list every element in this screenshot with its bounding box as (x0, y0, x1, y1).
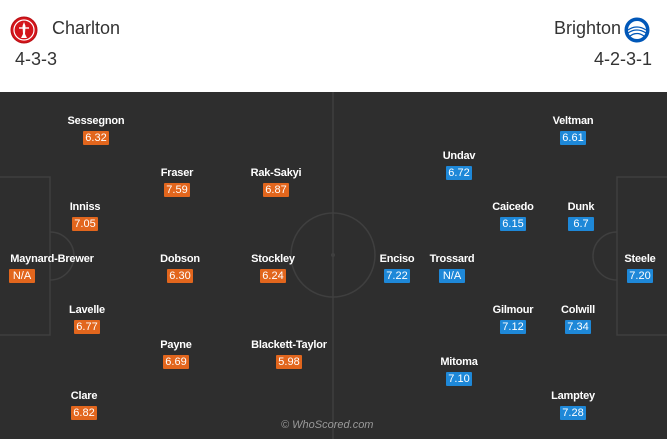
player-rating: 6.87 (263, 183, 289, 197)
player-rating: 6.32 (83, 131, 109, 145)
player-rating: 7.59 (164, 183, 190, 197)
player-card[interactable]: Clare 6.82 (39, 389, 129, 421)
player-name: Clare (70, 390, 98, 402)
player-name: Maynard-Brewer (10, 253, 94, 265)
player-name: Stockley (251, 253, 295, 265)
player-rating: 6.61 (560, 131, 586, 145)
player-name: Payne (160, 339, 192, 351)
home-formation: 4-3-3 (15, 49, 58, 69)
player-rating: 7.05 (72, 217, 98, 231)
player-rating: 6.82 (71, 406, 97, 420)
away-team-name: Brighton (553, 18, 621, 38)
player-name: Rak-Sakyi (250, 167, 302, 179)
player-card[interactable]: Gilmour 7.12 (468, 303, 558, 335)
player-name: Lamptey (551, 390, 595, 402)
player-rating: 6.7 (568, 217, 594, 231)
player-name: Enciso (379, 253, 415, 265)
player-name: Lavelle (69, 304, 105, 316)
player-name: Undav (442, 150, 476, 162)
brighton-crest-icon (623, 16, 651, 44)
player-rating: 6.69 (163, 355, 189, 369)
player-card[interactable]: Veltman 6.61 (528, 114, 618, 146)
player-name: Caicedo (492, 201, 534, 213)
player-rating: 5.98 (276, 355, 302, 369)
player-card[interactable]: Fraser 7.59 (132, 166, 222, 198)
player-name: Fraser (160, 167, 194, 179)
player-card[interactable]: Sessegnon 6.32 (51, 114, 141, 146)
whoscored-watermark: © WhoScored.com (281, 419, 374, 431)
player-rating: 6.30 (167, 269, 193, 283)
away-formation: 4-2-3-1 (593, 49, 652, 69)
player-name: Colwill (560, 304, 596, 316)
player-rating: 6.72 (446, 166, 472, 180)
player-rating: 6.77 (74, 320, 100, 334)
player-rating: N/A (9, 269, 35, 283)
player-card[interactable]: Stockley 6.24 (228, 252, 318, 284)
player-rating: 7.20 (627, 269, 653, 283)
pitch-markings (0, 92, 667, 439)
player-rating: 7.22 (384, 269, 410, 283)
player-card[interactable]: Blackett-Taylor 5.98 (244, 338, 334, 370)
player-card[interactable]: Trossard N/A (407, 252, 497, 284)
charlton-crest-icon (10, 16, 38, 44)
player-name: Steele (624, 253, 656, 265)
home-team-name: Charlton (52, 18, 121, 38)
player-rating: 7.34 (565, 320, 591, 334)
player-name: Dunk (567, 201, 595, 213)
player-name: Veltman (552, 115, 594, 127)
player-card[interactable]: Maynard-Brewer N/A (7, 252, 97, 284)
player-card[interactable]: Payne 6.69 (131, 338, 221, 370)
player-rating: 7.12 (500, 320, 526, 334)
player-card[interactable]: Rak-Sakyi 6.87 (231, 166, 321, 198)
player-card[interactable]: Dunk 6.7 (536, 200, 626, 232)
player-rating: 6.24 (260, 269, 286, 283)
player-name: Sessegnon (67, 115, 125, 127)
player-card[interactable]: Colwill 7.34 (533, 303, 623, 335)
player-card[interactable]: Undav 6.72 (414, 149, 504, 181)
player-card[interactable]: Inniss 7.05 (40, 200, 130, 232)
player-rating: 6.15 (500, 217, 526, 231)
player-name: Mitoma (440, 356, 478, 368)
player-name: Trossard (429, 253, 475, 265)
player-name: Inniss (69, 201, 101, 213)
player-rating: N/A (439, 269, 465, 283)
player-card[interactable]: Dobson 6.30 (135, 252, 225, 284)
player-name: Blackett-Taylor (251, 339, 327, 351)
player-name: Dobson (160, 253, 200, 265)
player-card[interactable]: Steele 7.20 (595, 252, 667, 284)
match-header: Charlton 4-3-3 Brighton 4-2-3-1 (0, 0, 667, 93)
player-card[interactable]: Lavelle 6.77 (42, 303, 132, 335)
player-card[interactable]: Mitoma 7.10 (414, 355, 504, 387)
player-card[interactable]: Caicedo 6.15 (468, 200, 558, 232)
player-name: Gilmour (492, 304, 534, 316)
pitch: Sessegnon 6.32 Fraser 7.59 Rak-Sakyi 6.8… (0, 92, 667, 439)
player-rating: 7.28 (560, 406, 586, 420)
player-rating: 7.10 (446, 372, 472, 386)
player-card[interactable]: Enciso 7.22 (352, 252, 442, 284)
player-card[interactable]: Lamptey 7.28 (528, 389, 618, 421)
